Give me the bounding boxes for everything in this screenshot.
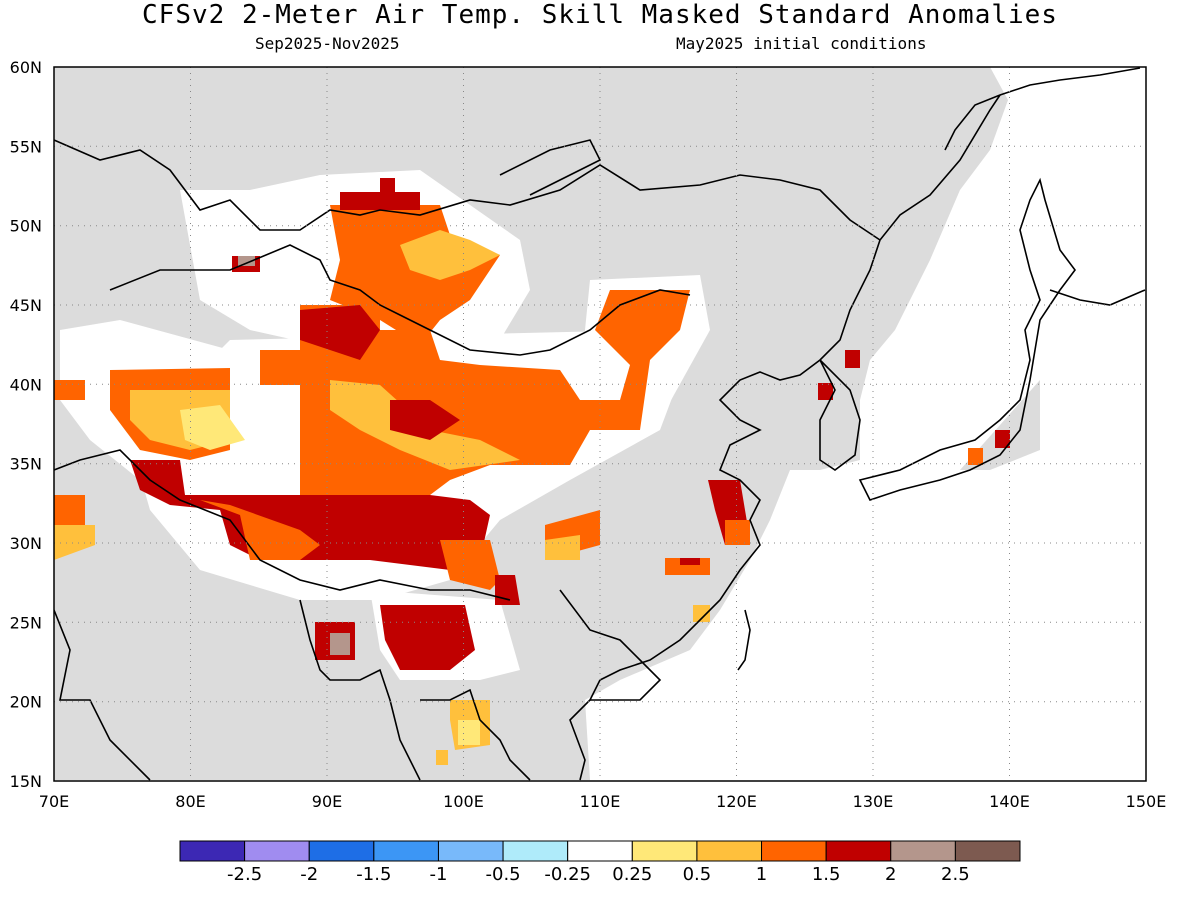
lon-tick-label: 130E (853, 792, 894, 811)
map-plot-area (54, 67, 1146, 781)
colorbar-swatch (179, 840, 246, 862)
coastlines (54, 67, 1146, 781)
colorbar-label: -1.5 (356, 864, 392, 885)
chart-title: CFSv2 2-Meter Air Temp. Skill Masked Sta… (142, 0, 1058, 30)
lon-tick-label: 100E (443, 792, 484, 811)
lat-tick-label: 45N (10, 296, 42, 315)
map-frame (53, 66, 1147, 782)
colorbar-label: 2.5 (941, 864, 970, 885)
colorbar-swatch (825, 840, 892, 862)
colorbar-label: -0.5 (485, 864, 521, 885)
colorbar-swatch (631, 840, 698, 862)
colorbar-swatch (567, 840, 633, 862)
initial-conditions: May2025 initial conditions (676, 34, 927, 53)
colorbar (179, 840, 1021, 862)
lat-tick-label: 35N (10, 455, 42, 474)
forecast-period: Sep2025-Nov2025 (255, 34, 400, 53)
colorbar-swatch (373, 840, 439, 862)
lat-tick-label: 30N (10, 534, 42, 553)
colorbar-label: 0.5 (682, 864, 712, 885)
colorbar-swatch (954, 840, 1021, 862)
latitude-labels: 15N 20N 25N 30N 35N 40N 45N 50N 55N 60N (10, 58, 42, 791)
lat-tick-label: 50N (10, 217, 42, 236)
colorbar-label: 1.5 (811, 864, 841, 885)
colorbar-label: -0.25 (544, 864, 591, 885)
lon-tick-label: 70E (39, 792, 69, 811)
lon-tick-label: 80E (175, 792, 205, 811)
land-mask-japan (960, 380, 1040, 470)
colorbar-swatch (308, 840, 375, 862)
colorbar-swatch (502, 840, 569, 862)
lon-tick-label: 140E (989, 792, 1030, 811)
colorbar-label: -1 (429, 864, 448, 885)
colorbar-label: 0.25 (612, 864, 653, 885)
colorbar-swatch (696, 840, 763, 862)
lon-tick-label: 90E (312, 792, 342, 811)
lon-tick-label: 150E (1126, 792, 1167, 811)
lat-tick-label: 15N (10, 772, 42, 791)
colorbar-swatch (437, 840, 504, 862)
lat-tick-label: 25N (10, 613, 42, 632)
lat-tick-label: 55N (10, 137, 42, 156)
lat-tick-label: 20N (10, 693, 42, 712)
colorbar-label: 2 (885, 864, 897, 885)
lat-tick-label: 60N (10, 58, 42, 77)
lat-tick-label: 40N (10, 375, 42, 394)
colorbar-swatch (890, 840, 956, 862)
longitude-labels: 70E 80E 90E 100E 110E 120E 130E 140E 150E (39, 792, 1167, 811)
colorbar-swatch (761, 840, 827, 862)
colorbar-label: -2.5 (227, 864, 263, 885)
colorbar-label: 1 (755, 864, 768, 885)
lon-tick-label: 120E (716, 792, 757, 811)
lon-tick-label: 110E (580, 792, 621, 811)
colorbar-label: -2 (300, 864, 319, 885)
graticule (54, 67, 1146, 781)
land-mask-korea (820, 390, 860, 470)
colorbar-swatch (244, 840, 310, 862)
